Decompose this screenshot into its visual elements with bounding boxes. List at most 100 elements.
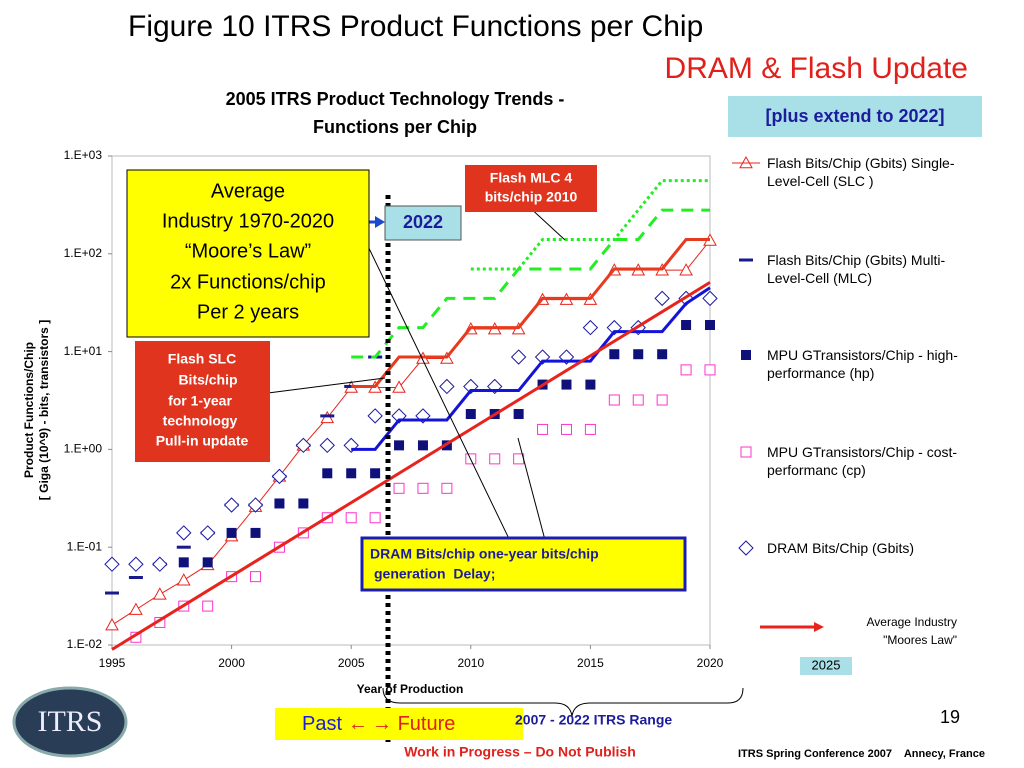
legend-arrow xyxy=(814,622,824,632)
marker xyxy=(247,497,264,513)
annotation-box xyxy=(126,169,370,338)
annotation: Flash MLC 4 xyxy=(490,170,573,186)
plot-frame xyxy=(111,155,711,646)
range-brace xyxy=(382,687,744,717)
y-tick-label: 1.E+02 xyxy=(64,246,103,260)
marker xyxy=(298,498,309,509)
marker xyxy=(105,618,119,631)
page-number: 19 xyxy=(940,707,960,727)
series-line xyxy=(470,179,710,271)
marker xyxy=(226,527,237,538)
y-tick-label: 1.E+03 xyxy=(64,148,103,162)
x-tick-label: 2000 xyxy=(218,656,245,670)
extend-note: [plus extend to 2022] xyxy=(765,106,944,126)
annotation-box xyxy=(384,205,462,241)
marker xyxy=(417,440,428,451)
pointer xyxy=(364,239,513,546)
marker xyxy=(681,320,692,331)
marker xyxy=(740,446,752,458)
marker xyxy=(202,600,214,612)
marker xyxy=(679,263,693,276)
marker xyxy=(250,527,261,538)
marker xyxy=(104,556,120,572)
series-line xyxy=(351,286,711,451)
marker xyxy=(465,409,476,420)
slide-subtitle: DRAM & Flash Update xyxy=(665,52,968,85)
marker xyxy=(608,394,620,406)
logo-text: ITRS xyxy=(37,705,102,738)
marker xyxy=(392,380,406,393)
marker xyxy=(176,525,192,541)
marker xyxy=(705,320,715,331)
annotation: Per 2 years xyxy=(197,301,299,323)
annotation: 2x Functions/chip xyxy=(170,271,326,293)
series-line xyxy=(351,238,710,388)
annotation-box xyxy=(465,165,597,212)
range-past: Past xyxy=(302,713,342,735)
marker xyxy=(178,557,189,568)
pointer xyxy=(267,377,386,394)
marker xyxy=(561,379,572,390)
annotation: DRAM Bits/chip one-year bits/chip xyxy=(370,546,599,562)
marker xyxy=(271,468,288,485)
marker xyxy=(680,364,692,376)
marker xyxy=(128,556,144,572)
x-tick-label: 1995 xyxy=(99,656,126,670)
marker xyxy=(739,155,753,169)
chart-title: 2005 ITRS Product Technology Trends - xyxy=(226,89,565,109)
annotation: Bits/chip xyxy=(178,372,237,388)
y-tick-label: 1.E-02 xyxy=(67,637,103,651)
legend-label: Flash Bits/Chip (Gbits) Multi-Level-Cell… xyxy=(767,252,946,286)
legend-label: Average Industry "Moores Law" xyxy=(866,615,958,647)
marker xyxy=(223,497,240,513)
footer: ITRS Spring Conference 2007 Annecy, Fran… xyxy=(738,748,985,760)
y-tick-label: 1.E+01 xyxy=(64,344,103,358)
warning: Work in Progress – Do Not Publish xyxy=(404,744,636,760)
marker xyxy=(346,468,357,479)
marker xyxy=(176,573,191,586)
annotation: Flash SLC xyxy=(168,351,236,367)
annotation: bits/chip 2010 xyxy=(485,189,578,205)
marker xyxy=(199,525,216,541)
range-caption: 2007 - 2022 ITRS Range xyxy=(515,712,672,728)
annotation: Average xyxy=(211,180,285,202)
range-label: Past ← → Future xyxy=(302,713,455,735)
marker xyxy=(345,512,357,524)
marker xyxy=(367,408,383,424)
annotation: generation Delay; xyxy=(374,566,495,582)
marker xyxy=(537,423,549,435)
marker xyxy=(202,557,213,568)
annotation-box xyxy=(360,536,687,592)
marker xyxy=(656,394,668,406)
marker xyxy=(513,409,524,420)
annotation: “Moore’s Law” xyxy=(185,240,311,262)
marker xyxy=(441,482,453,494)
marker xyxy=(633,349,644,360)
legend-label: MPU GTransistors/Chip - high-performance… xyxy=(767,347,958,381)
chart-title: Functions per Chip xyxy=(313,117,477,137)
series-line xyxy=(351,208,710,359)
marker xyxy=(295,437,312,454)
marker xyxy=(417,482,429,494)
marker xyxy=(393,482,405,494)
marker xyxy=(439,378,455,395)
x-tick-label: 2010 xyxy=(457,656,484,670)
marker xyxy=(489,453,501,465)
range-future: → Future xyxy=(372,713,455,735)
annotation: for 1-year xyxy=(168,393,232,409)
marker xyxy=(632,394,644,406)
marker xyxy=(394,440,405,451)
marker xyxy=(129,602,143,615)
arrow-head xyxy=(375,216,385,228)
marker xyxy=(738,540,754,556)
range-arrow: ← xyxy=(348,713,368,735)
annotation-box xyxy=(135,341,270,462)
slide-title: Figure 10 ITRS Product Functions per Chi… xyxy=(128,10,703,43)
x-tick-label: 2020 xyxy=(697,656,724,670)
marker xyxy=(702,290,718,307)
y-axis-label: Product Functions/Chip xyxy=(22,342,36,478)
marker xyxy=(654,290,670,307)
marker xyxy=(274,498,285,509)
